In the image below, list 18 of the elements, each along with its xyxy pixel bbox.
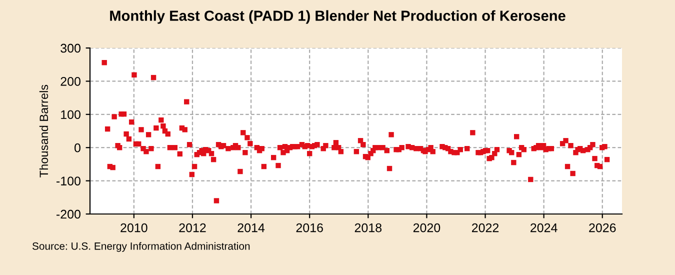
source-note: Source: U.S. Energy Information Administration bbox=[32, 242, 250, 252]
y-tick-label: 0 bbox=[74, 143, 80, 152]
y-axis-title: Thousand Barrels bbox=[39, 84, 48, 178]
x-tick-label: 2014 bbox=[238, 223, 265, 232]
x-tick-label: 2020 bbox=[413, 223, 440, 232]
x-tick-label: 2010 bbox=[120, 223, 148, 232]
x-tick-label: 2022 bbox=[472, 223, 499, 232]
y-tick-label: 200 bbox=[60, 77, 80, 86]
x-tick-label: 2024 bbox=[530, 223, 558, 232]
x-tick-label: 2018 bbox=[354, 223, 382, 232]
y-tick-label: -100 bbox=[56, 176, 80, 186]
y-tick-label: -200 bbox=[56, 210, 80, 219]
chart-title: Monthly East Coast (PADD 1) Blender Net Production of Kerosene bbox=[110, 10, 566, 24]
x-tick-label: 2012 bbox=[179, 223, 206, 232]
x-tick-label: 2016 bbox=[296, 223, 323, 232]
y-tick-label: 300 bbox=[60, 44, 80, 53]
x-tick-label: 2026 bbox=[589, 223, 616, 232]
y-tick-label: 100 bbox=[61, 110, 80, 120]
